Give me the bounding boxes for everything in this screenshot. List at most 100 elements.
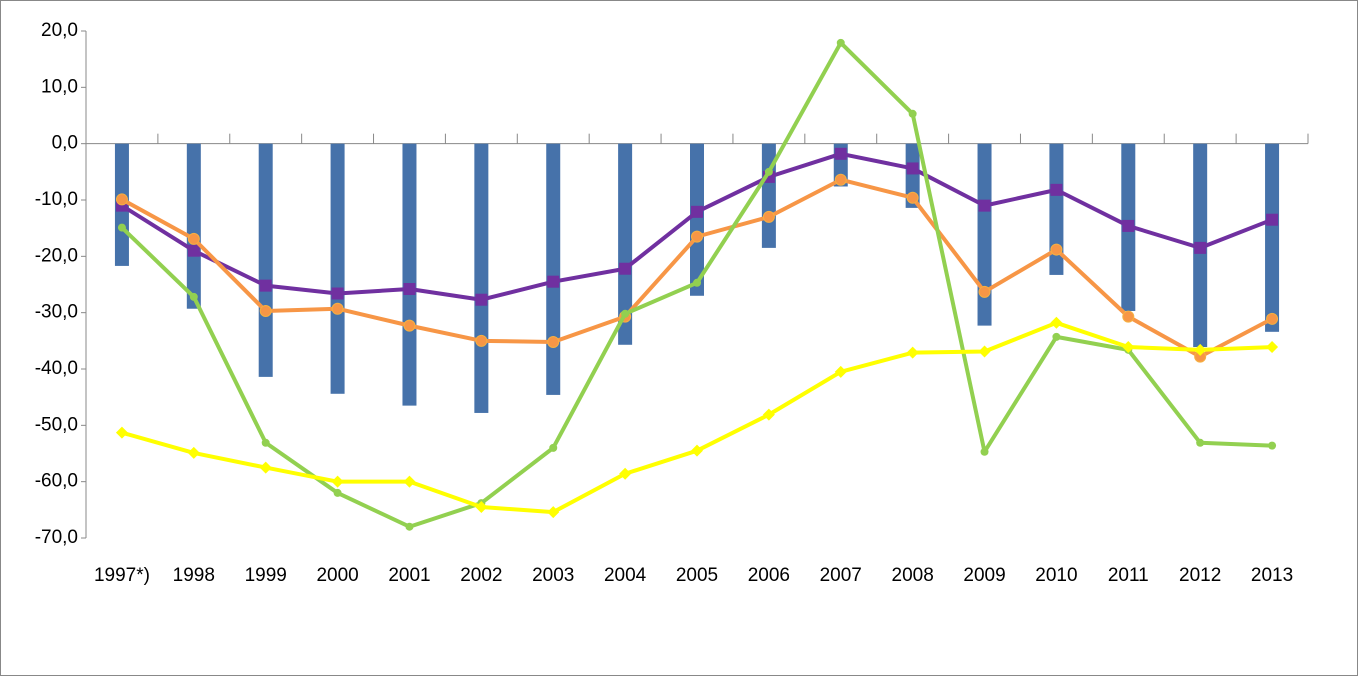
- bar: [618, 143, 633, 345]
- marker: [403, 475, 416, 488]
- marker: [547, 506, 560, 519]
- x-tick-label: 2011: [1108, 565, 1149, 586]
- bar: [186, 143, 201, 309]
- x-tick-label: 2012: [1179, 565, 1221, 586]
- marker: [619, 262, 632, 275]
- x-tick-label: 1999: [245, 565, 287, 586]
- marker: [1050, 243, 1063, 256]
- marker: [1196, 438, 1205, 447]
- bar: [761, 143, 776, 248]
- x-tick-label: 2013: [1251, 565, 1293, 586]
- marker: [691, 205, 703, 218]
- marker: [621, 309, 630, 318]
- marker: [762, 210, 775, 223]
- marker: [908, 109, 917, 118]
- marker: [1050, 183, 1063, 196]
- marker: [331, 287, 344, 300]
- bar: [905, 143, 920, 208]
- y-tick-label: -60,0: [35, 471, 78, 492]
- x-tick-label: 2008: [892, 565, 934, 586]
- marker: [547, 335, 560, 348]
- x-tick-label: 2007: [820, 565, 862, 586]
- marker: [980, 447, 989, 456]
- marker: [691, 230, 703, 243]
- marker: [331, 475, 344, 488]
- x-tick-label: 2006: [748, 565, 790, 586]
- marker: [259, 279, 272, 292]
- marker: [1122, 341, 1135, 354]
- x-tick-label: 1998: [173, 565, 215, 586]
- bar: [1265, 143, 1280, 332]
- bar: [258, 143, 273, 377]
- marker: [1194, 241, 1207, 254]
- marker: [333, 488, 342, 497]
- marker: [693, 278, 701, 287]
- x-tick-label: 2009: [963, 565, 1005, 586]
- bar: [977, 143, 992, 326]
- y-tick-label: -30,0: [35, 302, 78, 323]
- marker: [475, 293, 488, 306]
- marker: [978, 285, 991, 298]
- y-tick-label: 20,0: [41, 20, 78, 41]
- marker: [405, 522, 414, 531]
- marker: [1122, 219, 1135, 232]
- marker: [475, 501, 488, 514]
- marker: [619, 467, 632, 480]
- y-tick-label: 10,0: [41, 76, 78, 97]
- marker: [403, 283, 416, 296]
- y-tick-label: -20,0: [35, 245, 78, 266]
- marker: [1122, 310, 1135, 323]
- marker: [1194, 343, 1207, 356]
- marker: [691, 444, 703, 457]
- y-tick-label: 0,0: [52, 133, 78, 154]
- marker: [187, 232, 200, 245]
- marker: [117, 223, 126, 232]
- bar: [330, 143, 345, 394]
- x-tick-label: 2002: [460, 565, 502, 586]
- x-tick-label: 2004: [604, 565, 647, 586]
- marker: [1266, 312, 1279, 325]
- bar: [1049, 143, 1064, 275]
- bar: [402, 143, 417, 406]
- marker: [189, 292, 198, 301]
- y-tick-label: -40,0: [35, 358, 78, 379]
- marker: [475, 334, 488, 347]
- marker: [834, 365, 847, 378]
- marker: [764, 167, 773, 176]
- marker: [906, 191, 919, 204]
- marker: [1266, 341, 1279, 354]
- marker: [115, 193, 128, 206]
- marker: [834, 173, 847, 186]
- x-tick-label: 2010: [1035, 565, 1077, 586]
- x-tick-label: 2005: [676, 565, 718, 586]
- x-tick-label: 2001: [388, 565, 430, 586]
- marker: [1050, 316, 1063, 329]
- marker: [331, 302, 344, 315]
- marker: [762, 408, 775, 421]
- marker: [115, 426, 128, 439]
- bar: [690, 143, 704, 296]
- x-tick-label: 1997*): [94, 565, 150, 586]
- marker: [187, 244, 200, 257]
- x-tick-label: 2000: [316, 565, 358, 586]
- marker: [836, 38, 845, 47]
- marker: [1266, 213, 1279, 226]
- y-tick-label: -50,0: [35, 414, 78, 435]
- marker: [906, 346, 919, 359]
- marker: [403, 319, 416, 332]
- marker: [1052, 332, 1061, 341]
- marker: [259, 461, 272, 474]
- marker: [187, 446, 200, 459]
- bar: [546, 143, 561, 395]
- marker: [259, 304, 272, 317]
- y-tick-label: -10,0: [35, 189, 78, 210]
- x-tick-label: 2003: [532, 565, 574, 586]
- marker: [834, 147, 847, 160]
- bar: [474, 143, 489, 413]
- marker: [906, 162, 919, 175]
- marker: [261, 438, 270, 447]
- marker: [549, 443, 558, 452]
